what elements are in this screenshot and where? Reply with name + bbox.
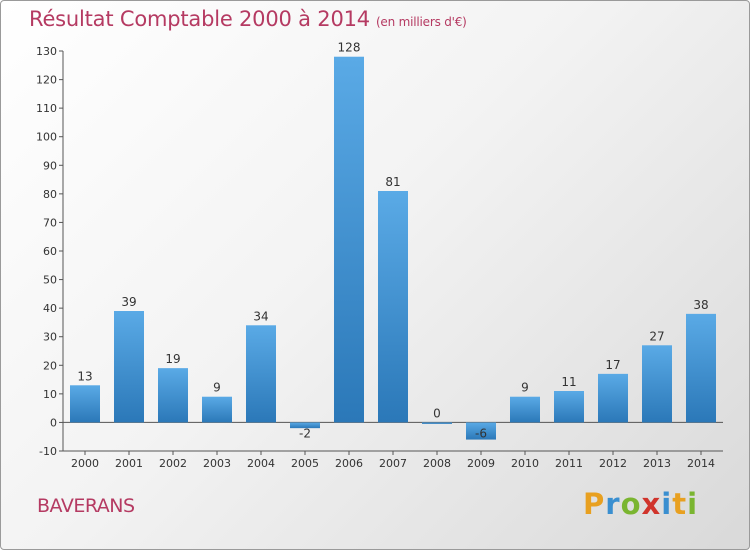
y-tick-label: 90 [43,159,57,172]
commune-name: BAVERANS [37,495,135,517]
y-axis: -10 0 10 20 30 40 50 60 70 80 90 100 110 120 130 [36,45,64,458]
x-tick-label: 2014 [687,457,715,470]
bar [510,396,540,423]
logo-letter: i [687,487,699,521]
x-tick-label: 2001 [115,457,143,470]
y-tick-label: 110 [36,102,57,115]
bar [598,373,628,423]
y-tick-label: 40 [43,302,57,315]
x-tick-label: 2002 [159,457,187,470]
y-tick-label: 30 [43,331,57,344]
x-tick-label: 2010 [511,457,539,470]
x-tick-label: 2000 [71,457,99,470]
y-tick-label: 0 [50,416,57,429]
x-tick-label: 2008 [423,457,451,470]
y-tick-label: 60 [43,245,57,258]
y-tick-label: 20 [43,359,57,372]
logo-letter: o [620,487,642,521]
data-label: 0 [433,406,441,420]
y-tick-label: 130 [36,45,57,58]
chart-title: Résultat Comptable 2000 à 2014 (en millie… [29,7,467,31]
bar [378,191,408,423]
bar [202,396,232,423]
data-label: 27 [649,329,664,343]
bars [70,56,716,440]
x-tick-label: 2003 [203,457,231,470]
data-label: 11 [561,375,576,389]
bar [422,422,452,424]
data-label: 34 [253,309,268,323]
bar [554,391,584,423]
bar [158,368,188,423]
data-label: 19 [165,352,180,366]
bar [290,422,320,429]
bar [114,311,144,423]
data-label: -2 [299,426,311,440]
logo-letter: P [583,487,606,521]
data-label: 38 [693,298,708,312]
data-labels: 13 39 19 9 34 -2 128 81 0 -6 9 11 17 27 38 [77,41,708,441]
data-label: 81 [385,175,400,189]
logo-letter: r [605,487,621,521]
y-tick-label: 50 [43,274,57,287]
bar [246,325,276,423]
bar [466,422,496,440]
data-label: 39 [121,295,136,309]
x-tick-label: 2009 [467,457,495,470]
bar [642,345,672,423]
x-axis: 2000 2001 2002 2003 2004 2005 2006 2007 2008 2009… [63,421,723,470]
x-tick-label: 2007 [379,457,407,470]
y-tick-label: -10 [39,445,57,458]
data-label: -6 [475,426,487,440]
x-tick-label: 2004 [247,457,275,470]
bar [686,313,716,423]
x-tick-label: 2013 [643,457,671,470]
x-tick-label: 2011 [555,457,583,470]
logo-letter: x [641,487,662,521]
bar [334,56,364,423]
y-tick-label: 100 [36,131,57,144]
y-tick-label: 120 [36,74,57,87]
chart-title-text: Résultat Comptable 2000 à 2014 [29,7,370,31]
bar [70,385,100,423]
x-tick-label: 2005 [291,457,319,470]
logo-letter: t [672,487,688,521]
x-tick-label: 2012 [599,457,627,470]
data-label: 13 [77,369,92,383]
data-label: 9 [213,381,221,395]
y-tick-label: 80 [43,188,57,201]
y-tick-label: 10 [43,388,57,401]
proxiti-logo: Proxiti [583,487,698,521]
y-tick-label: 70 [43,216,57,229]
data-label: 9 [521,381,529,395]
chart-subtitle: (en milliers d'€) [375,15,467,29]
data-label: 128 [338,41,361,55]
data-label: 17 [605,358,620,372]
x-tick-label: 2006 [335,457,363,470]
logo-letter: i [661,487,673,521]
